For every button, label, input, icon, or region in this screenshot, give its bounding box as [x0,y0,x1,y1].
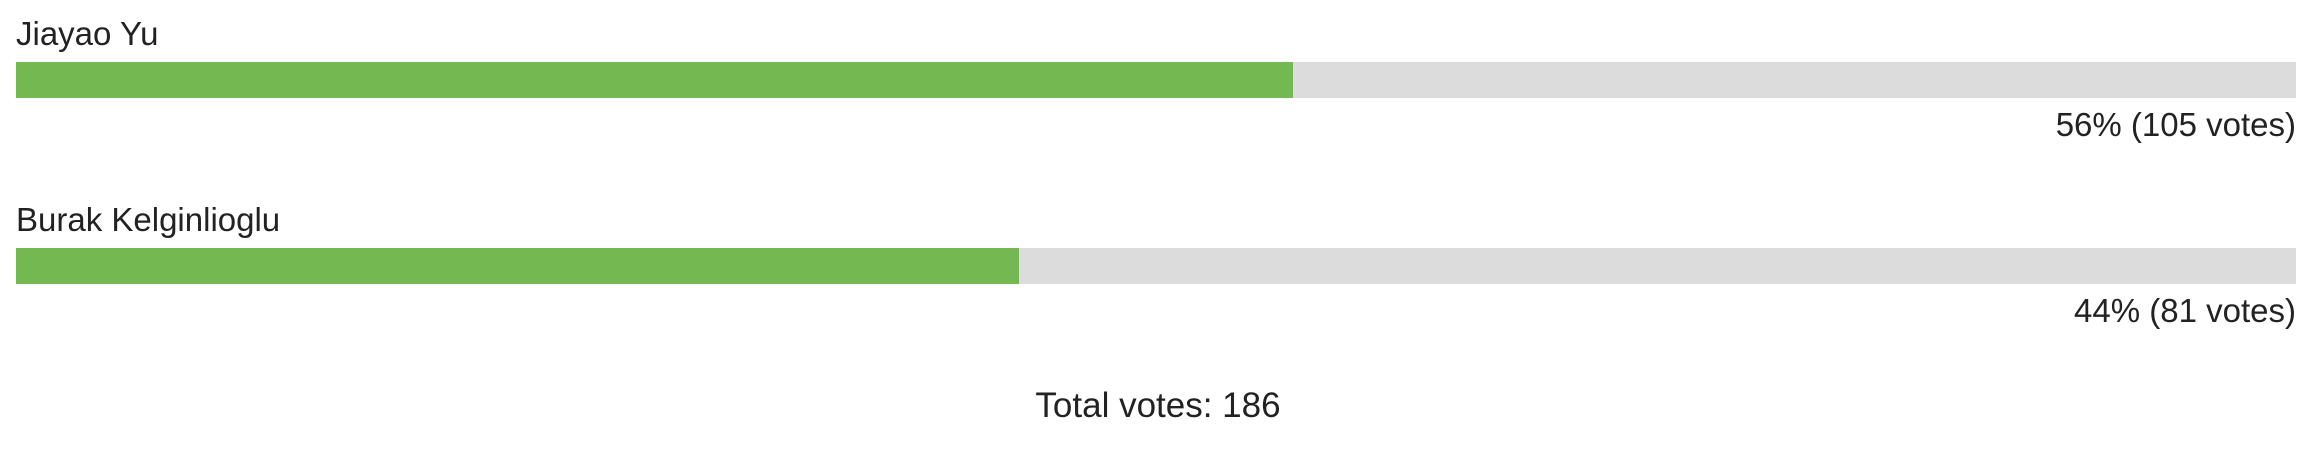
vote-bar-track [16,248,2296,284]
poll-option: Burak Kelginlioglu 44% (81 votes) [16,200,2296,332]
vote-bar-fill [16,62,1293,98]
vote-result: 44% (81 votes) [2074,292,2296,329]
total-votes: Total votes: 186 [1035,386,1281,425]
option-name: Jiayao Yu [16,15,159,52]
option-name: Burak Kelginlioglu [16,201,281,238]
vote-bar-track [16,62,2296,98]
poll-option: Jiayao Yu 56% (105 votes) [16,14,2296,146]
vote-result: 56% (105 votes) [2055,106,2296,143]
vote-bar-fill [16,248,1020,284]
